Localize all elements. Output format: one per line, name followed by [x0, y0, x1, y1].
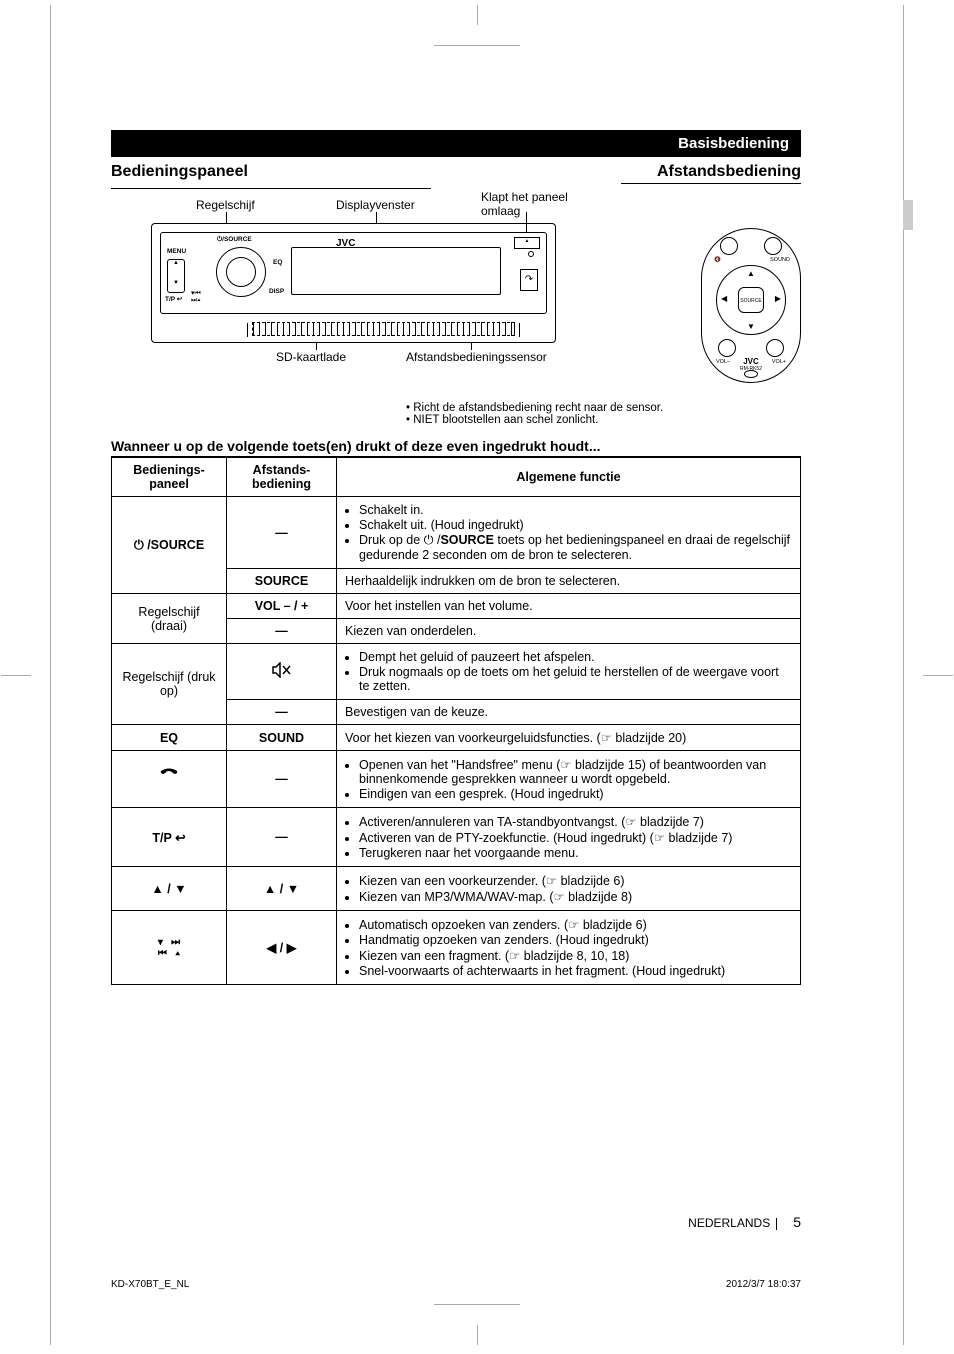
cell-panel: Regelschijf (druk op) [112, 644, 227, 725]
footer-meta: KD-X70BT_E_NL 2012/3/7 18:0:37 [111, 1279, 801, 1290]
cell-function: Bevestigen van de keuze. [337, 700, 801, 725]
cell-remote: — [227, 700, 337, 725]
callout-display: Displayvenster [336, 198, 415, 212]
cell-function: Herhaaldelijk indrukken om de bron te se… [337, 569, 801, 594]
callout-dial: Regelschijf [196, 198, 255, 212]
cell-remote: — [227, 808, 337, 867]
remote-title: Afstandsbediening [657, 163, 801, 181]
cell-remote: — [227, 497, 337, 569]
diagram-area: Regelschijf Displayvenster Klapt het pan… [111, 198, 801, 408]
callout-sd: SD-kaartlade [276, 350, 346, 364]
cell-function: Voor het instellen van het volume. [337, 594, 801, 619]
cell-remote: SOUND [227, 725, 337, 751]
cell-panel [112, 751, 227, 808]
cell-function: Schakelt in.Schakelt uit. (Houd ingedruk… [337, 497, 801, 569]
footer-lang: NEDERLANDS5 [688, 1214, 801, 1230]
cell-panel: ⏻ /SOURCE [112, 497, 227, 594]
cell-remote [227, 644, 337, 700]
cell-function: Dempt het geluid of pauzeert het afspele… [337, 644, 801, 700]
cell-function: Kiezen van een voorkeurzender. (☞ bladzi… [337, 867, 801, 911]
head-unit-diagram: MENU ⏻/SOURCE JVC EQ DISP T/P ↩ ▲ [151, 223, 556, 343]
th-func: Algemene functie [337, 458, 801, 497]
cell-panel: ▲ / ▼ [112, 867, 227, 911]
section-title: Basisbediening [111, 130, 801, 157]
cell-panel: EQ [112, 725, 227, 751]
cell-function: Activeren/annuleren van TA-standbyontvan… [337, 808, 801, 867]
cell-remote: ▲ / ▼ [227, 867, 337, 911]
callout-sensor: Afstandsbedieningssensor [406, 350, 547, 364]
remote-diagram: 🔇 SOUND SOURCE ▲ ▼ ◀ ▶ VOL– VOL+ JVC RM-… [701, 228, 801, 383]
cell-remote: SOURCE [227, 569, 337, 594]
th-remote: Afstands- bediening [227, 458, 337, 497]
cell-panel: T/P ↩ [112, 808, 227, 867]
cell-panel: Regelschijf (draai) [112, 594, 227, 644]
th-panel: Bedienings- paneel [112, 458, 227, 497]
cell-function: Kiezen van onderdelen. [337, 619, 801, 644]
cell-remote: VOL – / + [227, 594, 337, 619]
table-subhead: Wanneer u op de volgende toets(en) drukt… [111, 438, 801, 454]
cell-remote: ◀ / ▶ [227, 911, 337, 985]
cell-function: Automatisch opzoeken van zenders. (☞ bla… [337, 911, 801, 985]
function-table: Bedienings- paneel Afstands- bediening A… [111, 457, 801, 985]
cell-panel: ▾ ⏭⏮ ▴ [112, 911, 227, 985]
cell-remote: — [227, 619, 337, 644]
panel-title: Bedieningspaneel [111, 163, 657, 181]
cell-function: Openen van het "Handsfree" menu (☞ bladz… [337, 751, 801, 808]
cell-remote: — [227, 751, 337, 808]
cell-function: Voor het kiezen van voorkeurgeluidsfunct… [337, 725, 801, 751]
